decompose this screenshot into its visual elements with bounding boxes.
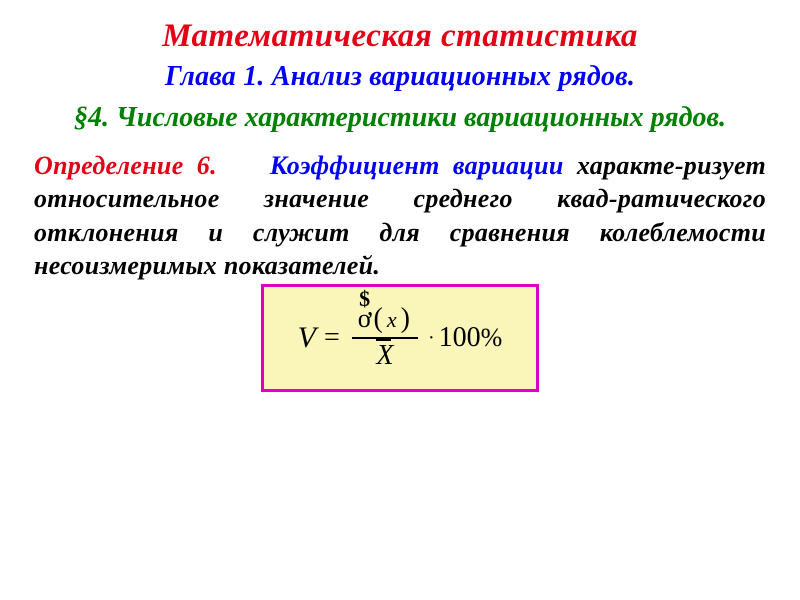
hundred: 100 (439, 322, 481, 354)
sigma-hat: $ ơ ( x ) (358, 304, 412, 335)
coefficient-variation-formula: V = $ ơ ( x ) (298, 304, 503, 372)
slide-content: Математическая статистика Глава 1. Анали… (0, 0, 800, 392)
equals-sign: = (324, 322, 340, 354)
section-title: §4. Числовые характеристики вариационных… (34, 100, 766, 135)
definition-label: Определение 6. (34, 151, 217, 180)
numerator: $ ơ ( x ) (352, 304, 418, 335)
x-bar: X (376, 341, 393, 372)
chapter-title: Глава 1. Анализ вариационных рядов. (34, 59, 766, 94)
main-title: Математическая статистика (34, 18, 766, 55)
variable-x: x (385, 308, 399, 332)
denominator: X (370, 341, 399, 372)
formula-box: V = $ ơ ( x ) (261, 284, 539, 392)
fraction: $ ơ ( x ) X (352, 304, 418, 372)
multiply-dot: · (428, 327, 435, 350)
x-bar-line (376, 339, 391, 341)
sigma-symbol: $ ơ (358, 305, 372, 334)
definition-paragraph: Определение 6. Коэффициент вариации хара… (34, 149, 766, 282)
paren-right: ) (399, 304, 412, 335)
formula-lhs: V (298, 321, 316, 355)
hat-symbol: $ (359, 287, 370, 311)
term-name: Коэффициент вариации (270, 151, 564, 180)
percent-sign: % (481, 323, 503, 353)
paren-left: ( (372, 304, 385, 335)
